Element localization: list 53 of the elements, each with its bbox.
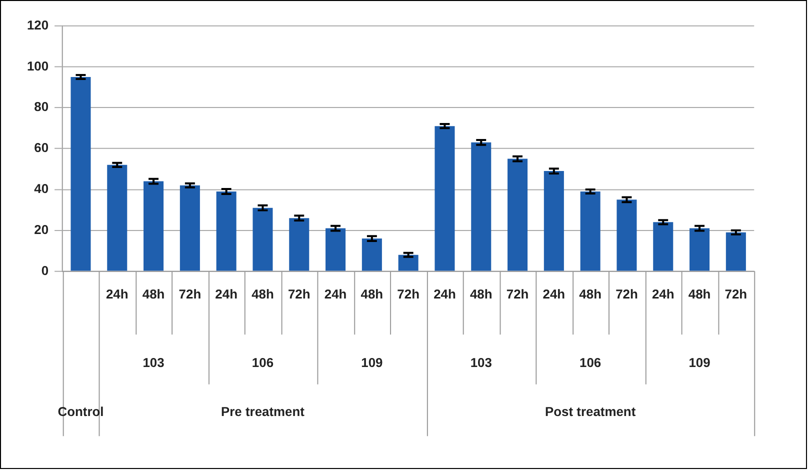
x-tick-label: 72h [724, 286, 748, 302]
x-tick-label: 24h [434, 286, 456, 302]
x-tick-label: 24h [652, 286, 674, 302]
text: 106 [252, 355, 274, 370]
text: Control [58, 404, 104, 419]
bar [434, 126, 455, 271]
x-tick-label: 24h [542, 286, 566, 302]
x-tick-label: 48h [142, 286, 165, 302]
y-tick-label: 0 [41, 262, 49, 278]
x-tick-label: 48h [470, 286, 492, 302]
x-tick-label: 72h [178, 286, 202, 302]
bar [252, 208, 273, 271]
bar [471, 142, 492, 271]
x-tick-label: 72h [288, 286, 310, 302]
y-tick-label: 40 [34, 181, 49, 196]
bar [144, 181, 164, 271]
text: 106 [580, 355, 602, 370]
bar [107, 164, 128, 271]
y-tick-label: 20 [34, 222, 49, 237]
bar [616, 200, 637, 271]
bar [289, 218, 310, 271]
bar [690, 228, 710, 271]
x-tick-label: 72h [616, 286, 638, 302]
text: Post treatment [544, 404, 636, 419]
text: 109 [688, 355, 710, 370]
bar [726, 232, 746, 271]
x-tick-label: 48h [688, 286, 711, 302]
bar [362, 238, 382, 271]
text: 103 [142, 355, 164, 370]
x-tick-label: 24h [106, 286, 128, 302]
y-tick-label: 60 [34, 140, 49, 156]
text: 109 [361, 355, 383, 370]
y-tick-label: 100 [26, 58, 49, 74]
bar [180, 185, 200, 271]
y-tick-label: 120 [26, 17, 49, 32]
x-tick-label: 24h [324, 286, 347, 302]
x-tick-label: 72h [506, 286, 529, 302]
bar [544, 171, 564, 271]
bar [326, 228, 346, 271]
text: 103 [470, 355, 492, 370]
x-tick-label: 72h [397, 286, 420, 302]
bar [653, 222, 674, 271]
x-tick-label: 48h [360, 286, 384, 302]
bar [398, 254, 418, 271]
x-tick-label: 24h [215, 286, 238, 302]
bar [508, 158, 528, 271]
text: Pre treatment [220, 404, 306, 419]
y-tick-label: 80 [34, 99, 49, 114]
bar [216, 192, 236, 271]
bar [70, 77, 91, 271]
x-tick-label: 48h [252, 286, 274, 302]
x-tick-label: 48h [579, 286, 602, 302]
bar [580, 192, 600, 271]
